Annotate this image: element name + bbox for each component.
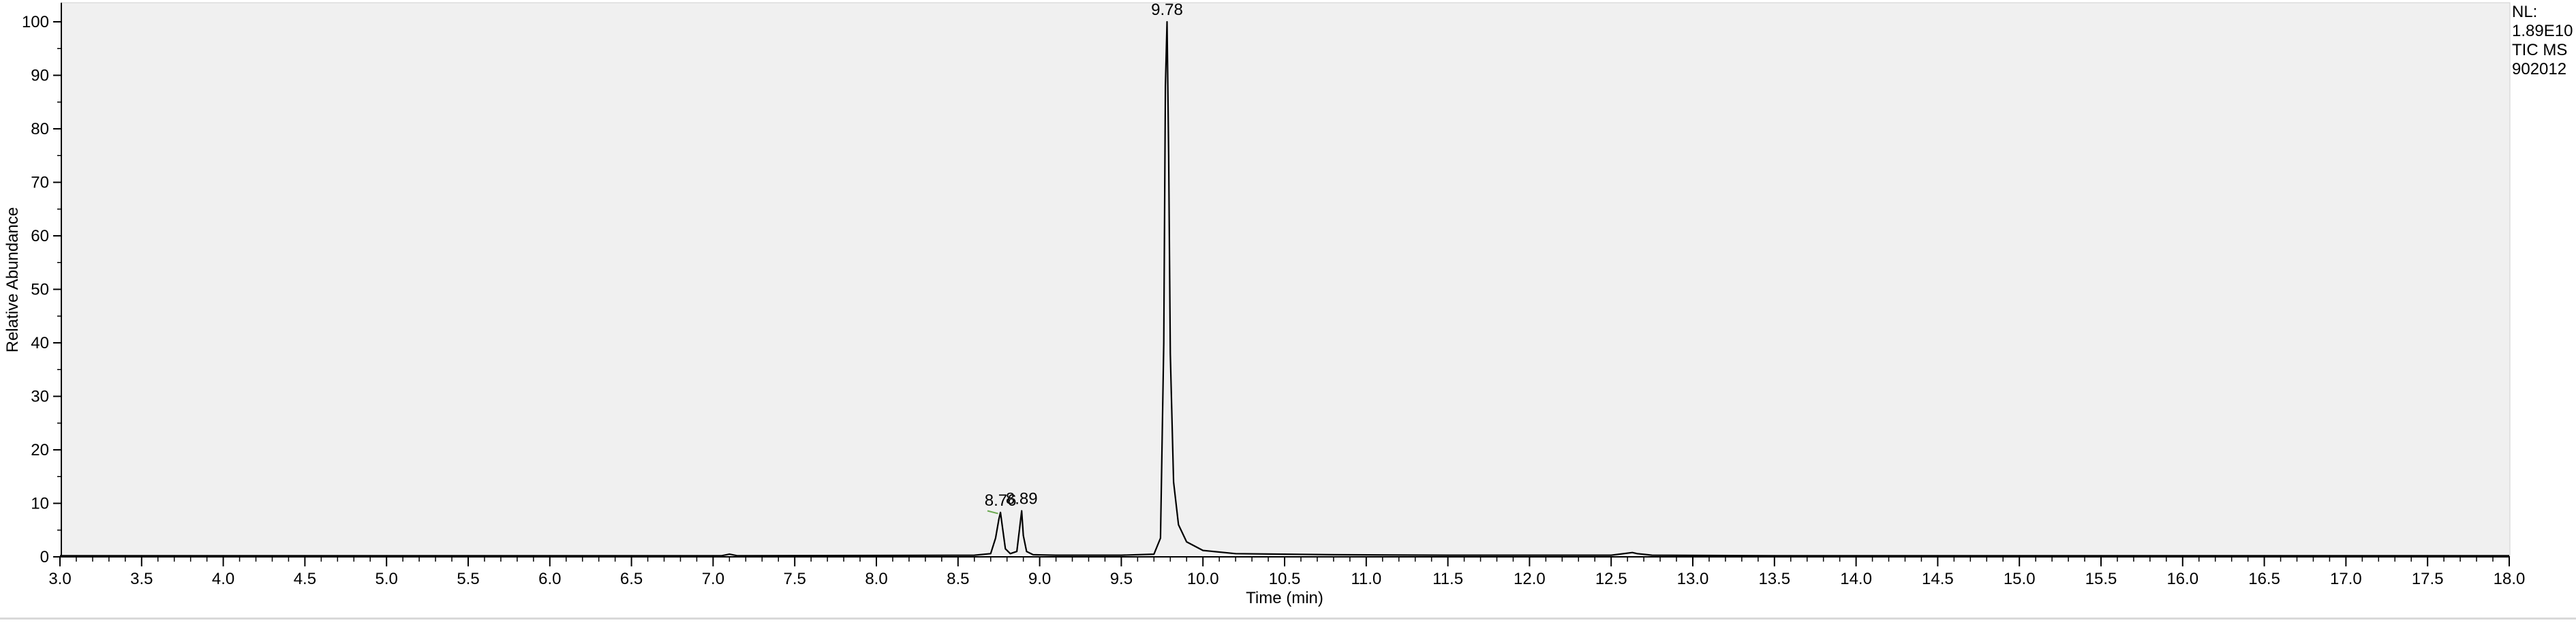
y-tick-label: 100: [22, 13, 49, 31]
x-tick-label: 18.0: [2494, 570, 2526, 588]
x-tick-label: 3.0: [48, 570, 71, 588]
x-tick-label: 16.0: [2166, 570, 2198, 588]
x-tick-label: 6.5: [620, 570, 643, 588]
x-tick-label: 10.0: [1187, 570, 1219, 588]
x-tick-label: 16.5: [2248, 570, 2280, 588]
x-tick-label: 10.5: [1269, 570, 1301, 588]
nl-value: 1.89E10: [2512, 22, 2573, 40]
x-tick-label: 4.0: [212, 570, 234, 588]
x-tick-label: 3.5: [130, 570, 153, 588]
y-tick-label: 70: [31, 174, 49, 192]
x-tick-label: 8.5: [947, 570, 969, 588]
x-tick-label: 4.5: [294, 570, 316, 588]
x-tick-label: 5.0: [375, 570, 398, 588]
x-tick-label: 8.0: [865, 570, 887, 588]
y-axis-title: Relative Abundance: [3, 207, 22, 353]
y-tick-label: 50: [31, 281, 49, 299]
y-tick-label: 0: [40, 548, 49, 566]
y-tick-label: 10: [31, 495, 49, 513]
x-tick-label: 17.5: [2412, 570, 2444, 588]
x-tick-label: 12.0: [1514, 570, 1546, 588]
x-tick-label: 12.5: [1595, 570, 1627, 588]
y-tick-label: 80: [31, 120, 49, 138]
x-tick-label: 7.5: [784, 570, 806, 588]
chromatogram-trace: [60, 20, 2509, 557]
peak-label: 8.76: [985, 491, 1017, 510]
x-tick-label: 15.0: [2004, 570, 2036, 588]
x-tick-label: 17.0: [2330, 570, 2362, 588]
x-tick-label: 13.5: [1758, 570, 1790, 588]
file-id: 902012: [2512, 60, 2567, 78]
x-tick-label: 14.0: [1840, 570, 1872, 588]
nl-label: NL:: [2512, 3, 2538, 21]
x-axis-title: Time (min): [1246, 589, 1323, 607]
x-tick-label: 14.5: [1922, 570, 1954, 588]
x-tick-label: 5.5: [457, 570, 479, 588]
x-tick-label: 13.0: [1677, 570, 1709, 588]
x-tick-label: 9.5: [1110, 570, 1133, 588]
x-tick-label: 15.5: [2085, 570, 2117, 588]
plot-area: [61, 2, 2511, 558]
scan-type: TIC MS: [2512, 41, 2568, 59]
x-tick-label: 6.0: [538, 570, 561, 588]
x-tick-label: 7.0: [702, 570, 724, 588]
x-tick-label: 11.0: [1351, 570, 1381, 588]
x-tick-label: 11.5: [1432, 570, 1463, 588]
y-tick-label: 20: [31, 441, 49, 459]
x-tick-label: 9.0: [1028, 570, 1051, 588]
normalization-info: NL: 1.89E10 TIC MS 902012: [2512, 3, 2573, 79]
peak-label: 8.89: [1006, 489, 1038, 508]
bottom-divider: [0, 618, 2576, 620]
y-tick-label: 90: [31, 67, 49, 85]
y-tick-label: 30: [31, 388, 49, 406]
integration-marker: [987, 510, 998, 515]
y-tick-label: 40: [31, 334, 49, 352]
y-tick-label: 60: [31, 227, 49, 245]
peak-label: 9.78: [1151, 1, 1183, 19]
